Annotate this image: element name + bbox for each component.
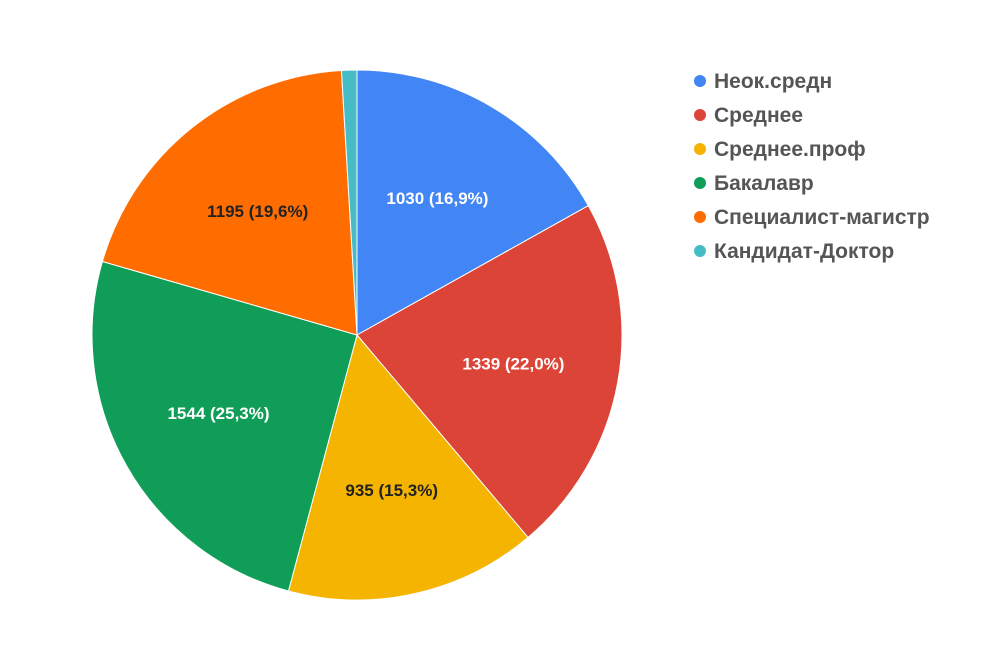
slice-labels: 1030 (16,9%) 1339 (22,0%) 935 (15,3%) 1544 … xyxy=(167,189,564,500)
slice-label-специалист-магистр: 1195 (19,6%) xyxy=(207,202,308,221)
slice-label-среднее: 1339 (22,0%) xyxy=(462,354,564,373)
slice-label-среднее-проф: 935 (15,3%) xyxy=(345,481,438,500)
legend-label-среднее-проф: Среднее.проф xyxy=(714,138,866,161)
pie-slice-кандидат-доктор xyxy=(340,69,358,336)
legend-label-бакалавр: Бакалавр xyxy=(714,172,814,195)
pie-slice-бакалавр xyxy=(91,260,358,592)
legend-marker-среднее-проф xyxy=(694,143,706,155)
pie-slices xyxy=(91,69,623,601)
legend-label-кандидат-доктор: Кандидат-Доктор xyxy=(714,240,894,263)
chart-legend: Неок.средн Среднее Среднее.проф Бакалавр Спе… xyxy=(694,70,930,263)
pie-slice-среднее xyxy=(356,204,623,539)
legend-marker-бакалавр xyxy=(694,177,706,189)
pie-slice-неок-средн xyxy=(356,69,589,336)
legend-marker-кандидат-доктор xyxy=(694,245,706,257)
legend-label-неок-средн: Неок.средн xyxy=(714,70,832,93)
legend-marker-специалист-магистр xyxy=(694,211,706,223)
legend-marker-неок-средн xyxy=(694,75,706,87)
legend-marker-среднее xyxy=(694,109,706,121)
pie-slice-специалист-магистр xyxy=(101,69,358,336)
slice-label-неок-средн: 1030 (16,9%) xyxy=(386,189,488,208)
legend-label-среднее: Среднее xyxy=(714,104,803,127)
legend-label-специалист-магистр: Специалист-магистр xyxy=(714,206,930,229)
pie-slice-среднее-проф xyxy=(287,333,529,601)
slice-label-бакалавр: 1544 (25,3%) xyxy=(167,404,269,423)
